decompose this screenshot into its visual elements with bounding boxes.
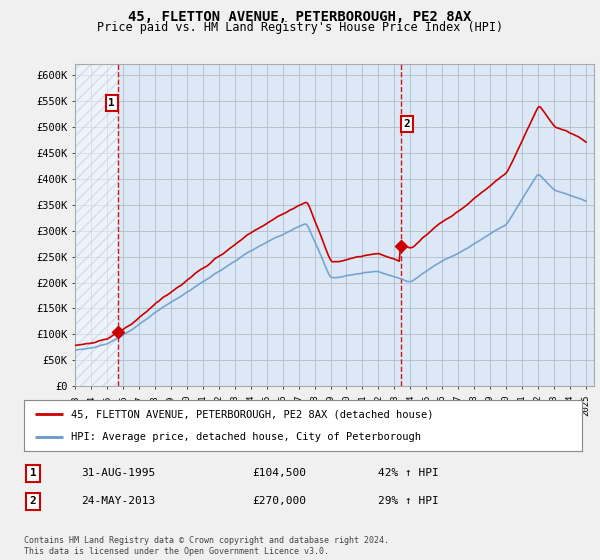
Text: 2: 2 — [29, 496, 37, 506]
Text: 2: 2 — [404, 119, 410, 129]
Text: 42% ↑ HPI: 42% ↑ HPI — [378, 468, 439, 478]
Text: £270,000: £270,000 — [252, 496, 306, 506]
Bar — [75, 64, 118, 386]
Text: 31-AUG-1995: 31-AUG-1995 — [81, 468, 155, 478]
Text: Price paid vs. HM Land Registry's House Price Index (HPI): Price paid vs. HM Land Registry's House … — [97, 21, 503, 34]
Text: 1: 1 — [29, 468, 37, 478]
Text: 45, FLETTON AVENUE, PETERBOROUGH, PE2 8AX: 45, FLETTON AVENUE, PETERBOROUGH, PE2 8A… — [128, 10, 472, 24]
Text: HPI: Average price, detached house, City of Peterborough: HPI: Average price, detached house, City… — [71, 432, 421, 442]
Text: 45, FLETTON AVENUE, PETERBOROUGH, PE2 8AX (detached house): 45, FLETTON AVENUE, PETERBOROUGH, PE2 8A… — [71, 409, 434, 419]
Text: 29% ↑ HPI: 29% ↑ HPI — [378, 496, 439, 506]
Text: Contains HM Land Registry data © Crown copyright and database right 2024.
This d: Contains HM Land Registry data © Crown c… — [24, 536, 389, 556]
Text: 24-MAY-2013: 24-MAY-2013 — [81, 496, 155, 506]
Text: £104,500: £104,500 — [252, 468, 306, 478]
Text: 1: 1 — [109, 98, 115, 108]
